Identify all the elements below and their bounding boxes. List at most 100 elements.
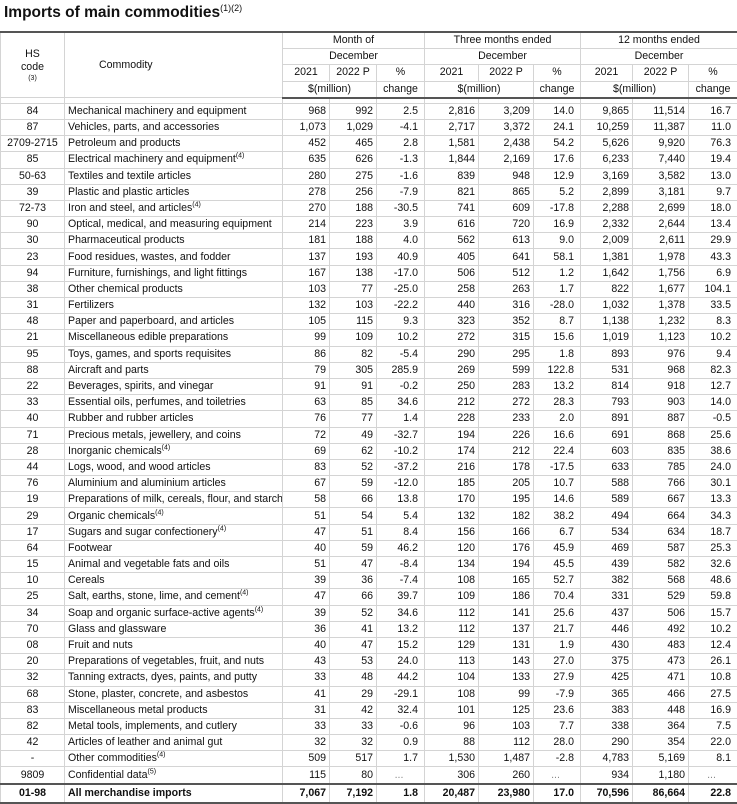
- value-cell: 382: [581, 573, 633, 589]
- value-cell: 108: [425, 686, 479, 702]
- hs-code-cell: 23: [1, 249, 65, 265]
- value-cell: 178: [479, 459, 534, 475]
- commodity-cell: Metal tools, implements, and cutlery: [65, 718, 283, 734]
- value-cell: 186: [479, 589, 534, 605]
- pct-change-cell: 27.5: [689, 686, 737, 702]
- value-cell: 51: [330, 524, 377, 540]
- hs-code-cell: 10: [1, 573, 65, 589]
- pct-header: %: [534, 65, 581, 81]
- value-cell: 1,123: [633, 330, 689, 346]
- value-cell: 86,664: [633, 784, 689, 803]
- commodity-cell: Cereals: [65, 573, 283, 589]
- value-cell: 112: [425, 605, 479, 621]
- value-cell: 52: [330, 459, 377, 475]
- value-cell: 452: [283, 136, 330, 152]
- commodity-name: Paper and paperboard, and articles: [68, 315, 234, 327]
- commodity-cell: Salt, earths, stone, lime, and cement(4): [65, 589, 283, 605]
- value-cell: 582: [633, 557, 689, 573]
- value-cell: 193: [330, 249, 377, 265]
- value-cell: 141: [479, 605, 534, 621]
- pct-change-cell: 8.7: [534, 314, 581, 330]
- pct-change-cell: 13.2: [377, 621, 425, 637]
- commodity-cell: Optical, medical, and measuring equipmen…: [65, 217, 283, 233]
- value-cell: 331: [581, 589, 633, 605]
- value-cell: 188: [330, 233, 377, 249]
- value-cell: 3,209: [479, 103, 534, 119]
- pct-change-cell: 58.1: [534, 249, 581, 265]
- pct-change-cell: 2.5: [377, 103, 425, 119]
- pct-change-cell: -0.5: [689, 411, 737, 427]
- value-cell: 132: [425, 508, 479, 524]
- pct-change-cell: 7.5: [689, 718, 737, 734]
- pct-change-cell: -17.0: [377, 265, 425, 281]
- value-cell: 934: [581, 767, 633, 784]
- commodity-name: Sugars and sugar confectionery: [68, 526, 218, 538]
- commodity-name: All merchandise imports: [68, 787, 192, 799]
- commodity-name: Confidential data: [68, 769, 148, 781]
- pct-change-cell: 26.1: [689, 654, 737, 670]
- value-cell: 40: [283, 540, 330, 556]
- value-cell: 105: [283, 314, 330, 330]
- hs-footnote: (3): [4, 74, 61, 83]
- commodity-cell: Inorganic chemicals(4): [65, 443, 283, 459]
- value-cell: 283: [479, 378, 534, 394]
- value-cell: 814: [581, 378, 633, 394]
- pct-change-cell: 7.7: [534, 718, 581, 734]
- value-cell: 43: [283, 654, 330, 670]
- pct-change-cell: 10.2: [689, 621, 737, 637]
- commodity-name: Soap and organic surface-active agents: [68, 607, 255, 619]
- value-cell: 2,899: [581, 184, 633, 200]
- commodity-name: Preparations of vegetables, fruit, and n…: [68, 655, 264, 667]
- value-cell: 63: [283, 395, 330, 411]
- hs-code-cell: 70: [1, 621, 65, 637]
- pct-change-cell: 48.6: [689, 573, 737, 589]
- pct-change-cell: 34.3: [689, 508, 737, 524]
- hs-label: HS: [25, 48, 40, 60]
- commodity-cell: Fertilizers: [65, 298, 283, 314]
- value-cell: 36: [283, 621, 330, 637]
- footnote-marker: (4): [240, 590, 249, 597]
- commodity-name: Cereals: [68, 574, 105, 586]
- value-cell: 667: [633, 492, 689, 508]
- commodity-cell: Petroleum and products: [65, 136, 283, 152]
- value-cell: 88: [425, 735, 479, 751]
- code-label: code: [21, 61, 44, 73]
- pct-change-cell: 22.4: [534, 443, 581, 459]
- value-cell: 41: [283, 686, 330, 702]
- pct-header: %: [689, 65, 737, 81]
- pct-change-cell: 19.4: [689, 152, 737, 168]
- value-cell: 101: [425, 702, 479, 718]
- value-cell: 42: [330, 702, 377, 718]
- value-cell: 691: [581, 427, 633, 443]
- value-cell: 446: [581, 621, 633, 637]
- three-month-group-subheader: December: [425, 49, 581, 65]
- commodity-cell: Preparations of milk, cereals, flour, an…: [65, 492, 283, 508]
- commodity-name: Miscellaneous edible preparations: [68, 331, 228, 343]
- pct-change-cell: 46.2: [377, 540, 425, 556]
- value-cell: 2,644: [633, 217, 689, 233]
- value-cell: 47: [330, 637, 377, 653]
- value-cell: 506: [425, 265, 479, 281]
- value-cell: 233: [479, 411, 534, 427]
- commodity-name: Logs, wood, and wood articles: [68, 461, 211, 473]
- value-cell: 275: [330, 168, 377, 184]
- pct-change-cell: 8.1: [689, 751, 737, 767]
- pct-change-cell: 10.2: [377, 330, 425, 346]
- value-cell: 188: [330, 200, 377, 216]
- value-cell: 49: [330, 427, 377, 443]
- footnote-marker: (4): [255, 606, 264, 613]
- pct-change-cell: 38.2: [534, 508, 581, 524]
- value-cell: 131: [479, 637, 534, 653]
- value-cell: 364: [633, 718, 689, 734]
- value-cell: 839: [425, 168, 479, 184]
